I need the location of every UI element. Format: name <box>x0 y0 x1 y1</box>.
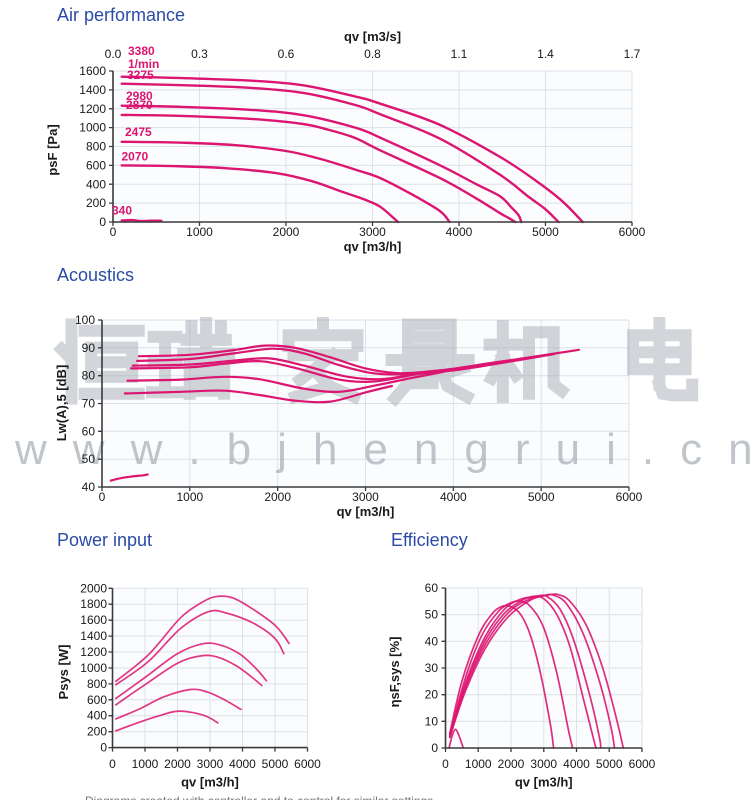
svg-text:1200: 1200 <box>79 102 106 116</box>
svg-text:600: 600 <box>87 693 107 707</box>
svg-text:400: 400 <box>87 709 107 723</box>
svg-text:Air performance: Air performance <box>57 5 185 25</box>
svg-text:2000: 2000 <box>264 490 291 504</box>
svg-text:6000: 6000 <box>629 757 656 771</box>
svg-text:qv [m3/s]: qv [m3/s] <box>344 29 401 44</box>
svg-text:0: 0 <box>110 225 117 239</box>
svg-text:6000: 6000 <box>616 490 643 504</box>
svg-text:2000: 2000 <box>164 757 191 771</box>
svg-text:50: 50 <box>82 452 96 466</box>
svg-text:5000: 5000 <box>596 757 623 771</box>
svg-text:qv [m3/h]: qv [m3/h] <box>337 504 395 519</box>
svg-text:30: 30 <box>425 661 439 675</box>
svg-text:2980: 2980 <box>126 89 153 103</box>
svg-text:1000: 1000 <box>176 490 203 504</box>
svg-text:4000: 4000 <box>446 225 473 239</box>
svg-text:1.1: 1.1 <box>451 47 468 61</box>
svg-text:1/min: 1/min <box>128 57 159 71</box>
svg-text:1600: 1600 <box>79 64 106 78</box>
svg-text:60: 60 <box>82 424 96 438</box>
svg-text:3000: 3000 <box>359 225 386 239</box>
svg-text:70: 70 <box>82 397 96 411</box>
svg-text:0.3: 0.3 <box>191 47 208 61</box>
svg-text:4000: 4000 <box>229 757 256 771</box>
svg-text:0: 0 <box>442 757 449 771</box>
svg-text:2000: 2000 <box>80 581 107 595</box>
svg-text:2000: 2000 <box>498 757 525 771</box>
svg-text:100: 100 <box>75 313 95 327</box>
svg-text:5000: 5000 <box>532 225 559 239</box>
svg-text:6000: 6000 <box>619 225 646 239</box>
svg-text:6000: 6000 <box>294 757 321 771</box>
svg-text:0: 0 <box>431 741 438 755</box>
svg-text:1600: 1600 <box>80 613 107 627</box>
svg-text:1400: 1400 <box>79 83 106 97</box>
svg-text:qv [m3/h]: qv [m3/h] <box>344 239 402 254</box>
svg-text:3000: 3000 <box>352 490 379 504</box>
svg-text:1.4: 1.4 <box>537 47 554 61</box>
svg-text:40: 40 <box>82 480 96 494</box>
svg-text:2870: 2870 <box>126 98 153 112</box>
svg-text:40: 40 <box>425 634 439 648</box>
svg-text:3000: 3000 <box>530 757 557 771</box>
svg-text:1800: 1800 <box>80 597 107 611</box>
svg-text:Psys [W]: Psys [W] <box>56 645 71 700</box>
svg-text:w w w . b j h e n g r u i . c: w w w . b j h e n g r u i . c n <box>14 425 750 474</box>
svg-text:10: 10 <box>425 714 439 728</box>
svg-text:340: 340 <box>112 204 132 218</box>
svg-text:Power input: Power input <box>57 530 152 550</box>
svg-text:Acoustics: Acoustics <box>57 265 134 285</box>
svg-text:2475: 2475 <box>125 125 152 139</box>
svg-text:4000: 4000 <box>563 757 590 771</box>
svg-text:80: 80 <box>82 369 96 383</box>
svg-text:0: 0 <box>100 741 107 755</box>
svg-text:qv [m3/h]: qv [m3/h] <box>515 775 573 790</box>
svg-text:200: 200 <box>87 725 107 739</box>
svg-text:2000: 2000 <box>273 225 300 239</box>
svg-text:1200: 1200 <box>80 645 107 659</box>
svg-text:Lw(A),5 [dB]: Lw(A),5 [dB] <box>54 365 69 442</box>
svg-text:qv [m3/h]: qv [m3/h] <box>181 775 239 790</box>
svg-text:600: 600 <box>86 158 106 172</box>
svg-text:0.0: 0.0 <box>105 47 122 61</box>
svg-text:1000: 1000 <box>79 121 106 135</box>
svg-text:1400: 1400 <box>80 629 107 643</box>
svg-text:2070: 2070 <box>122 150 149 164</box>
svg-text:20: 20 <box>425 688 439 702</box>
svg-text:0.8: 0.8 <box>364 47 381 61</box>
svg-text:4000: 4000 <box>440 490 467 504</box>
svg-text:Efficiency: Efficiency <box>391 530 468 550</box>
svg-text:800: 800 <box>86 140 106 154</box>
svg-text:3275: 3275 <box>127 68 154 82</box>
svg-text:1000: 1000 <box>186 225 213 239</box>
svg-text:3000: 3000 <box>197 757 224 771</box>
svg-text:1000: 1000 <box>80 661 107 675</box>
svg-text:0: 0 <box>99 490 106 504</box>
svg-text:1.7: 1.7 <box>624 47 641 61</box>
svg-text:90: 90 <box>82 341 96 355</box>
svg-text:50: 50 <box>425 608 439 622</box>
svg-text:5000: 5000 <box>528 490 555 504</box>
svg-text:0: 0 <box>109 757 116 771</box>
svg-text:800: 800 <box>87 677 107 691</box>
svg-text:ηsF,sys [%]: ηsF,sys [%] <box>387 637 402 708</box>
svg-text:1000: 1000 <box>465 757 492 771</box>
svg-text:1000: 1000 <box>132 757 159 771</box>
svg-text:3380: 3380 <box>128 44 155 58</box>
svg-text:400: 400 <box>86 177 106 191</box>
svg-text:Diagrams created with controll: Diagrams created with controller and to … <box>85 794 433 800</box>
svg-text:60: 60 <box>425 581 439 595</box>
svg-text:psF [Pa]: psF [Pa] <box>45 124 60 175</box>
svg-text:5000: 5000 <box>262 757 289 771</box>
svg-text:200: 200 <box>86 196 106 210</box>
svg-text:0: 0 <box>99 215 106 229</box>
svg-text:0.6: 0.6 <box>278 47 295 61</box>
